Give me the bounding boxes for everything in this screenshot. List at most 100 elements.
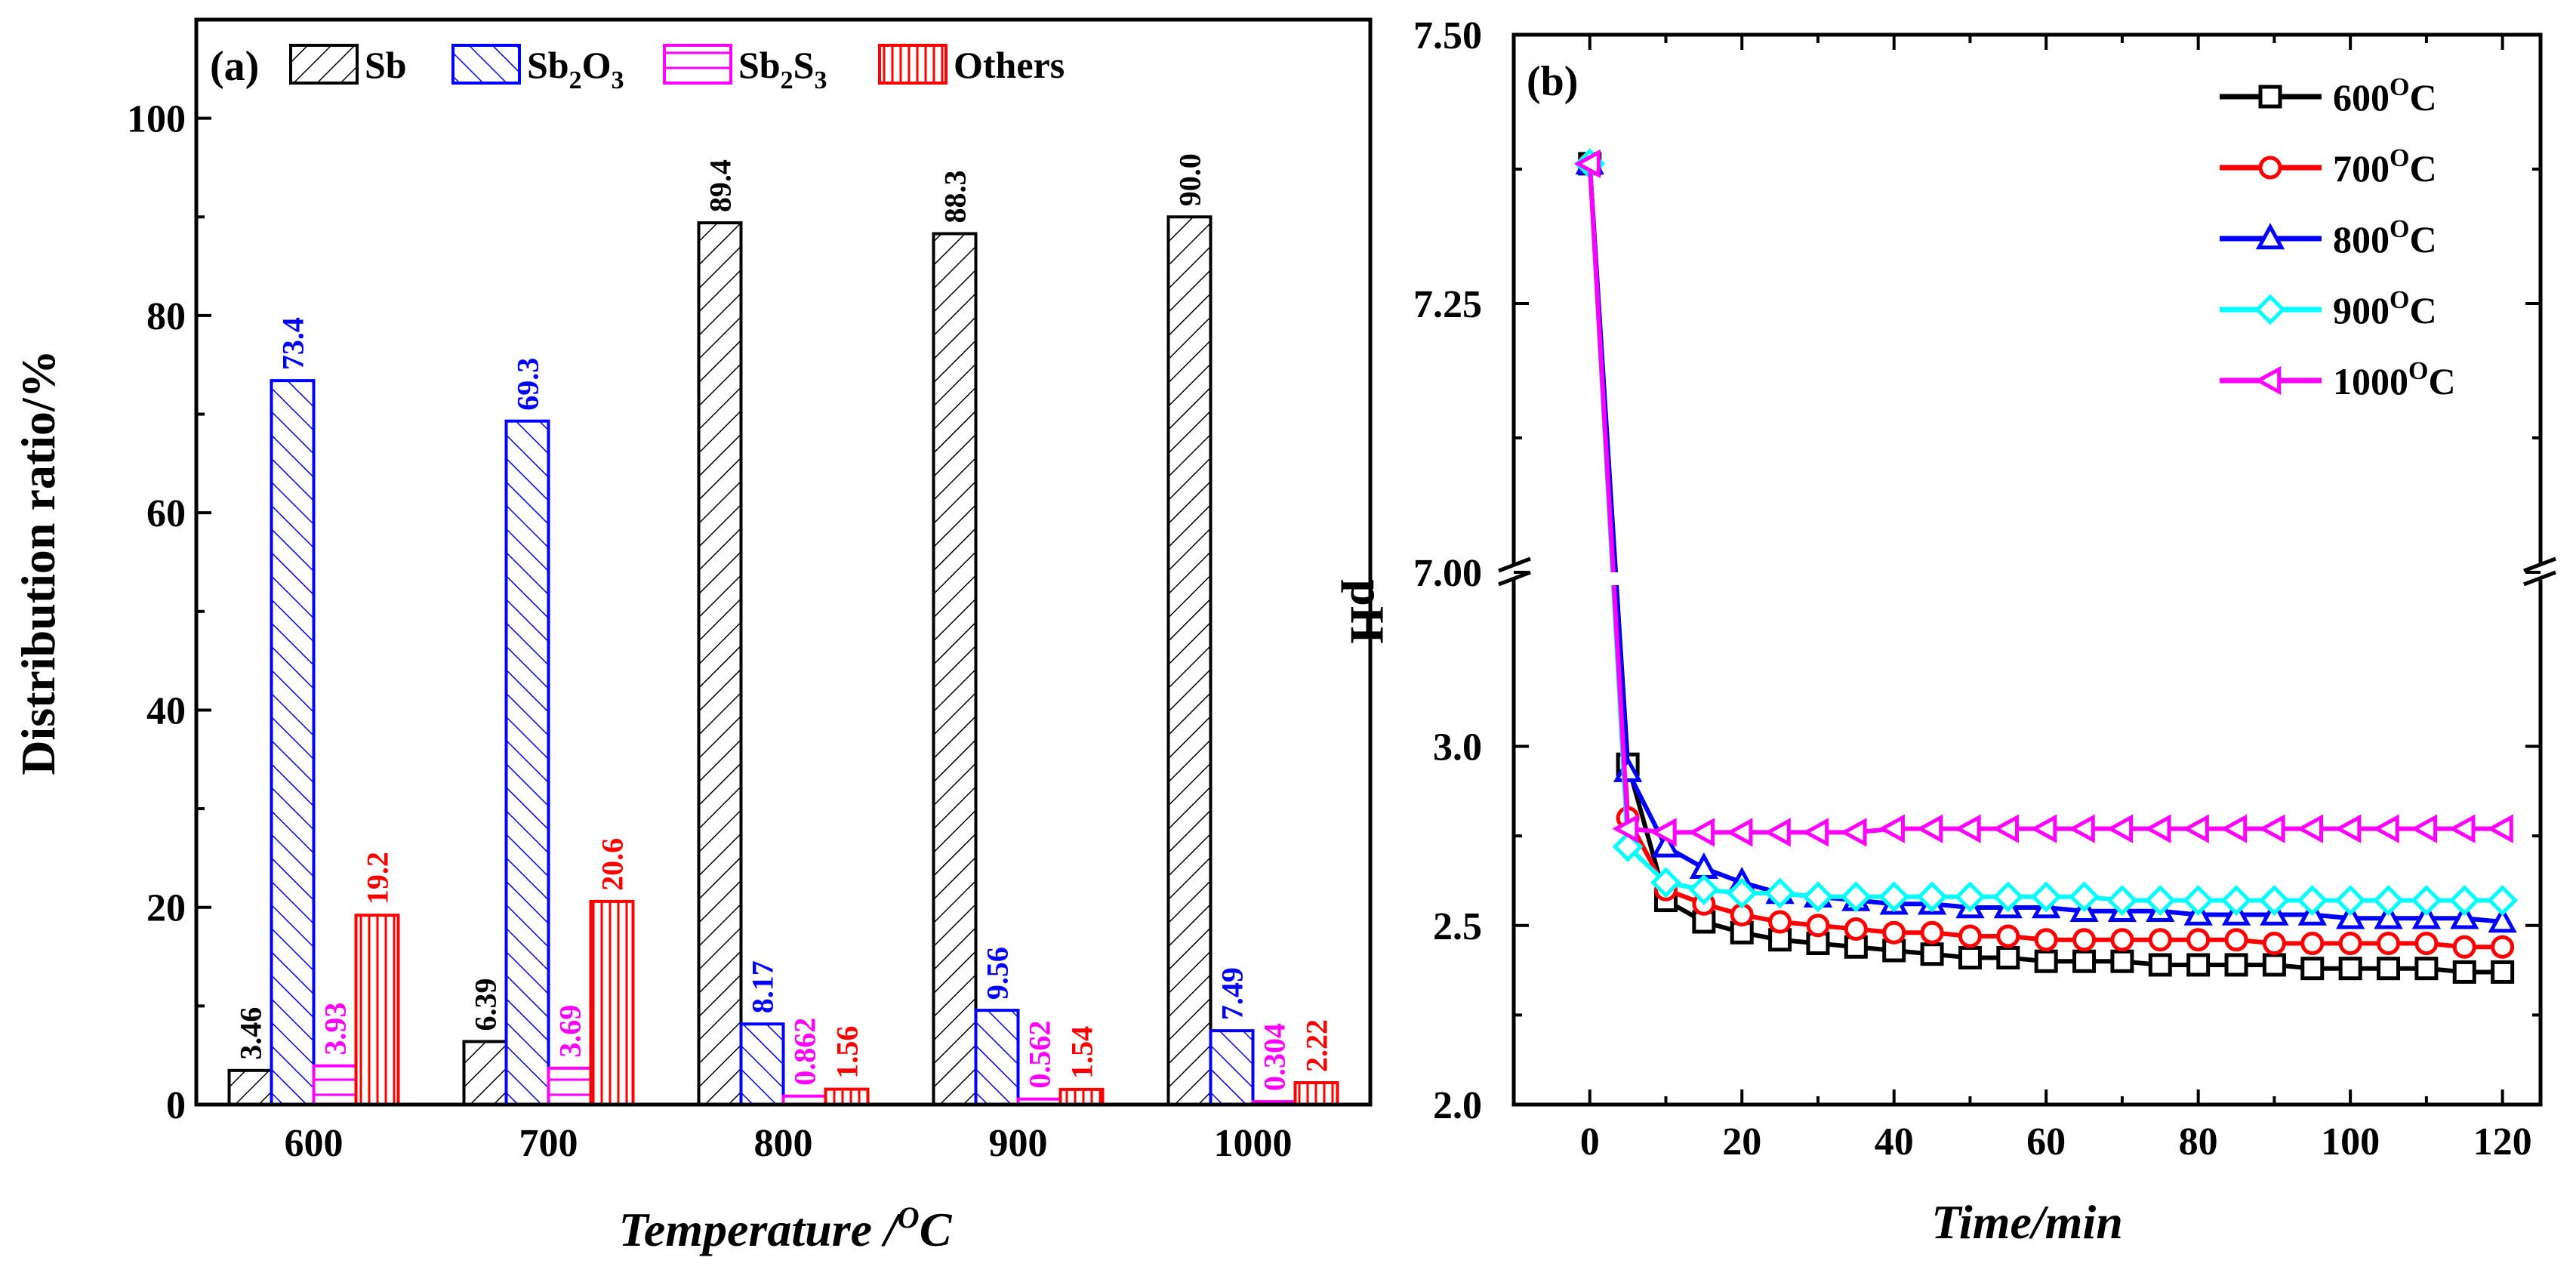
data-point-t700 [2262,931,2286,955]
legend-label-sup: O [2390,286,2409,314]
data-point-t700 [2414,931,2439,955]
y-tick-label: 2.5 [1433,905,1482,948]
y-tick-label: 40 [146,689,186,732]
legend-swatch-others [878,44,948,85]
data-point-t900 [2297,885,2328,916]
bar-sb-600 [227,1068,273,1106]
data-label: 73.4 [276,317,310,370]
series-line-t900 [1587,163,2503,903]
data-point-t600 [2034,949,2058,973]
bar-chart-panel: 3.46 6.39 89.4 88.3 90.0 73.4 69.3 8.17 9.56 7.49… [11,17,1373,1256]
bar-sb2s3-600 [312,1064,358,1107]
data-label: 7.49 [1216,967,1249,1020]
legend-label-t900: 900OC [2333,286,2437,331]
data-label: 0.304 [1258,1023,1292,1091]
data-point-t1000 [2296,814,2323,843]
data-point-t900 [1688,874,1720,905]
data-label: 2.22 [1300,1019,1334,1072]
data-point-t900 [1612,831,1644,862]
bar-others-700 [589,899,635,1106]
data-point-t800 [2374,902,2403,929]
series-line-t600 [1587,163,2503,975]
legend-swatch-sb2o3 [451,44,521,85]
x-axis-title: Temperature /OC [619,1200,953,1256]
data-point-t800 [1651,831,1681,858]
axis-break [1498,556,2556,587]
y-tick-label: 2.0 [1433,1084,1482,1127]
legend-label-part: Sb [365,44,407,86]
legend-label-part: 2 [781,66,793,94]
legend-label-part: 3 [814,66,827,94]
y-tick-label: 60 [146,492,186,535]
legend-label-unit: C [2428,360,2455,402]
legend-label-sup: O [2390,215,2409,243]
x-tick-label: 20 [1722,1120,1761,1163]
data-point-t900 [2030,881,2062,913]
data-label: 1.56 [830,1026,864,1079]
data-point-t700 [2338,931,2362,955]
data-point-t700 [2072,928,2097,952]
data-point-t600 [2452,960,2476,984]
data-point-t900 [1650,867,1681,898]
data-point-t900 [1802,881,1834,913]
data-point-t700 [2148,928,2172,952]
data-point-t1000 [1612,814,1639,843]
data-point-t700 [1996,924,2020,948]
bar-others-1000 [1293,1080,1339,1107]
legend-swatch-sb2s3 [663,44,732,85]
data-point-t900 [1878,881,1910,913]
data-label: 9.56 [981,947,1015,1000]
x-tick-label: 900 [989,1122,1048,1165]
bar-sb2s3-700 [547,1066,593,1106]
data-point-t600 [1692,910,1716,934]
data-point-t1000 [1650,818,1677,847]
data-point-t700 [2186,928,2211,952]
data-point-t1000 [2334,814,2362,843]
data-point-t1000 [2144,814,2171,843]
data-point-t900 [2411,885,2442,916]
y-tick-label: 7.00 [1413,552,1482,595]
data-point-t1000 [2486,814,2513,843]
data-label: 0.862 [788,1018,822,1086]
data-point-t600 [2224,953,2248,977]
data-point-t700 [2377,931,2401,955]
x-tick-label: 40 [1875,1120,1914,1163]
legend-swatch-sb [289,44,359,85]
data-point-t600 [2148,953,2172,977]
data-label: 3.46 [234,1007,268,1060]
data-point-t1000 [1840,818,1867,847]
legend-label-value: 800 [2333,218,2390,260]
x-tick-label: 1000 [1214,1122,1293,1165]
bar-sb2o3-1000 [1209,1029,1255,1106]
data-point-t1000 [1992,814,2020,843]
legend-marker-t900 [2254,294,2286,325]
data-point-t800 [2335,902,2365,929]
legend-label-t600: 600OC [2333,73,2437,119]
y-axis-ticks: 7.00 7.25 7.50 2.0 2.5 3.0 [1413,14,2541,1127]
legend-label-sup: O [2408,357,2428,385]
bar-sb-900 [932,232,978,1106]
x-axis-ticks: 600 700 800 900 1000 [285,1122,1293,1165]
x-axis-title-unit-sup: O [898,1200,920,1234]
data-point-t600 [2300,957,2325,981]
bar-others-800 [824,1087,870,1106]
axis-break-mark [1498,570,1531,587]
series-t1000 [1573,149,2513,847]
data-point-t1000 [1688,818,1715,847]
data-point-t800 [2411,902,2442,929]
data-label: 89.4 [704,159,738,212]
legend-label-part: O [582,44,612,86]
legend-label-part: Others [954,44,1065,86]
data-label: 88.3 [938,170,972,223]
data-label: 1.54 [1065,1026,1099,1079]
y-axis-title: Distribution ratio/% [11,350,65,775]
series-t900 [1574,148,2519,916]
data-point-t700 [1768,910,1792,934]
data-point-t1000 [1954,814,1981,843]
x-tick-label: 0 [1580,1120,1600,1163]
data-point-t1000 [2106,814,2134,843]
legend-label-value: 900 [2333,289,2390,331]
data-point-t900 [1726,877,1758,909]
